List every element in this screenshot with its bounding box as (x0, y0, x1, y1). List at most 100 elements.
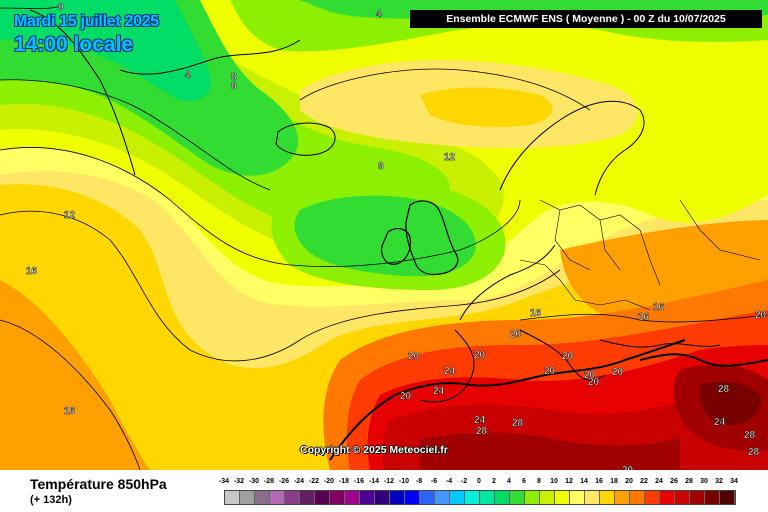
scale-swatch (405, 491, 420, 504)
isotherm-0 (0, 5, 61, 9)
scale-tick-label: 32 (715, 478, 723, 485)
contour-label: 4 (185, 70, 191, 81)
scale-tick-label: -34 (218, 478, 230, 485)
scale-tick-label: 0 (477, 478, 481, 485)
contour-label: 28 (718, 384, 730, 395)
isotherm-12 (0, 210, 561, 362)
scale-tick-label: 12 (565, 478, 573, 485)
scandinavia-coast (499, 100, 645, 196)
scale-swatch (720, 491, 735, 504)
zone-turkey-30 (699, 381, 761, 425)
contour-label: 16 (64, 406, 76, 417)
scale-swatch (330, 491, 345, 504)
scale-swatch (465, 491, 480, 504)
scale-tick-label: -30 (248, 478, 260, 485)
scale-tick-label: -4 (445, 478, 453, 485)
scale-swatch (345, 491, 360, 504)
greenland-coast (29, 9, 301, 176)
contour-label: 8 (231, 81, 237, 92)
scale-swatch (540, 491, 555, 504)
scale-tick-label: 24 (655, 478, 663, 485)
forecast-local-time: 14:00 locale (14, 33, 134, 56)
scale-tick-label: 2 (492, 478, 496, 485)
iceland (275, 122, 336, 156)
isotherm-16 (0, 313, 768, 470)
contour-label: 24 (433, 386, 445, 397)
scale-swatch (645, 491, 660, 504)
contour-label: 20 (510, 329, 522, 340)
europe-coast (419, 244, 721, 403)
scale-tick-label: 10 (550, 478, 558, 485)
zone-africa-28 (420, 432, 680, 470)
scale-swatch (660, 491, 675, 504)
scale-swatch (360, 491, 375, 504)
scale-tick-label: -12 (383, 478, 395, 485)
scale-swatch (570, 491, 585, 504)
scale-tick-label: 14 (580, 478, 588, 485)
scale-tick-label: 34 (730, 478, 738, 485)
scale-tick-label: -8 (415, 478, 423, 485)
scale-tick-label: -6 (430, 478, 438, 485)
forecast-date: Mardi 15 juillet 2025 (14, 13, 159, 30)
scale-swatch (315, 491, 330, 504)
scale-swatch (615, 491, 630, 504)
contour-label: 8 (378, 161, 384, 172)
contour-label: 0 (58, 2, 64, 13)
scale-tick-label: -16 (353, 478, 365, 485)
scale-tick-label: 20 (625, 478, 633, 485)
temperature-map[interactable]: 0 4 4 8 8 8 12 12 16 16 16 16 16 20 20 2… (0, 0, 768, 470)
contour-label: 20 (588, 377, 600, 388)
legend-panel: Température 850hPa (+ 132h) -34 -32 -30 -28… (0, 470, 768, 512)
contour-label: 20 (622, 465, 634, 470)
isotherm-4 (0, 79, 271, 191)
contour-label: 24 (474, 415, 486, 426)
scale-swatch (705, 491, 720, 504)
scale-tick-label: -18 (338, 478, 350, 485)
scale-tick-label: -10 (398, 478, 410, 485)
contour-label: 16 (26, 266, 38, 277)
scale-tick-label: 8 (537, 478, 541, 485)
contour-label: 16 (653, 302, 665, 313)
scale-swatch (555, 491, 570, 504)
color-scale-labels: -34 -32 -30 -28 -26 -24 -22 -20 -18 -16 -14 -12 -10-… (219, 478, 744, 488)
contour-label: 28 (748, 447, 760, 458)
contour-labels: 0 4 4 8 8 8 12 12 16 16 16 16 16 20 20 2… (26, 2, 767, 470)
zone-atlantic-16 (0, 280, 150, 470)
scale-tick-label: -2 (460, 478, 468, 485)
scale-tick-label: -26 (278, 478, 290, 485)
lead-time: (+ 132h) (30, 494, 72, 506)
variable-title: Température 850hPa (30, 476, 167, 492)
scale-swatch (225, 491, 240, 504)
model-run-banner: Ensemble ECMWF ENS ( Moyenne ) - 00 Z du… (410, 10, 762, 28)
scale-swatch (270, 491, 285, 504)
contour-label: 20 (612, 367, 624, 378)
scale-tick-label: 4 (507, 478, 511, 485)
ireland (381, 228, 411, 265)
scale-swatch (690, 491, 705, 504)
scale-swatch (675, 491, 690, 504)
scale-tick-label: -20 (323, 478, 335, 485)
scale-tick-label: 30 (700, 478, 708, 485)
turkey-coast (639, 353, 768, 367)
scale-swatch (600, 491, 615, 504)
color-scale-bar (224, 490, 736, 505)
scale-swatch (510, 491, 525, 504)
scale-tick-label: -28 (263, 478, 275, 485)
scale-swatch (480, 491, 495, 504)
great-britain (405, 200, 459, 276)
scale-swatch (285, 491, 300, 504)
scale-swatch (495, 491, 510, 504)
scale-swatch (450, 491, 465, 504)
isotherm-12-north (299, 68, 591, 111)
contour-label: 28 (476, 426, 488, 437)
scale-swatch (240, 491, 255, 504)
north-africa-coast (329, 339, 686, 461)
scale-tick-label: 18 (610, 478, 618, 485)
zone-0-2 (0, 0, 211, 102)
contour-label: 28 (512, 418, 524, 429)
scale-swatch (255, 491, 270, 504)
copyright-text: Copyright © 2025 Meteociel.fr (300, 444, 448, 456)
scale-swatch (300, 491, 315, 504)
isotherm-8 (0, 147, 521, 267)
scale-tick-label: -22 (308, 478, 320, 485)
